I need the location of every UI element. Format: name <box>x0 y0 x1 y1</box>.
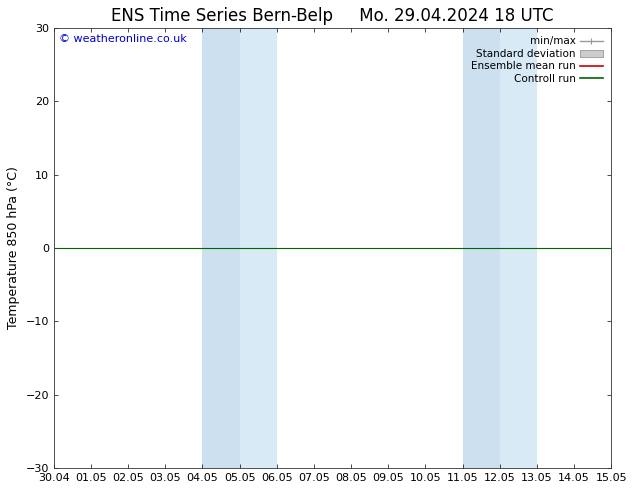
Y-axis label: Temperature 850 hPa (°C): Temperature 850 hPa (°C) <box>7 167 20 329</box>
Text: © weatheronline.co.uk: © weatheronline.co.uk <box>60 34 187 45</box>
Bar <box>202 28 240 468</box>
Bar <box>463 28 500 468</box>
Bar <box>500 28 537 468</box>
Title: ENS Time Series Bern-Belp     Mo. 29.04.2024 18 UTC: ENS Time Series Bern-Belp Mo. 29.04.2024… <box>112 7 554 25</box>
Legend: min/max, Standard deviation, Ensemble mean run, Controll run: min/max, Standard deviation, Ensemble me… <box>468 33 606 87</box>
Bar <box>240 28 277 468</box>
